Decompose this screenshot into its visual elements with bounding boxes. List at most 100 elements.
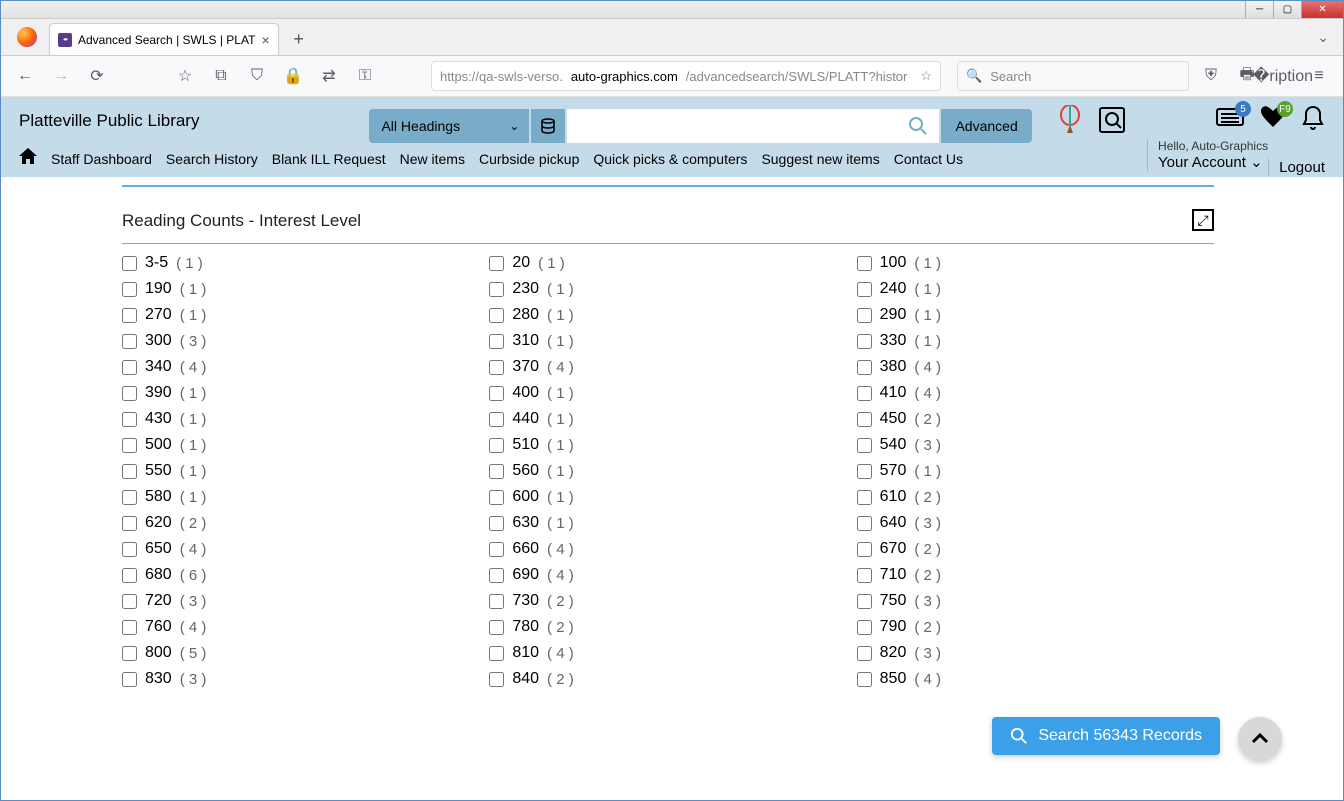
facet-item[interactable]: 270( 1 ) bbox=[122, 302, 479, 328]
facet-checkbox[interactable] bbox=[489, 516, 504, 531]
browser-tab[interactable]: Advanced Search | SWLS | PLAT × bbox=[49, 23, 279, 55]
facet-checkbox[interactable] bbox=[122, 412, 137, 427]
facet-checkbox[interactable] bbox=[489, 256, 504, 271]
pocket-icon[interactable]: ⛨ bbox=[1197, 62, 1225, 90]
browser-search-box[interactable]: 🔍 Search bbox=[957, 61, 1189, 91]
facet-item[interactable]: 630( 1 ) bbox=[489, 510, 846, 536]
facet-checkbox[interactable] bbox=[857, 282, 872, 297]
facet-item[interactable]: 550( 1 ) bbox=[122, 458, 479, 484]
facet-checkbox[interactable] bbox=[122, 334, 137, 349]
library-icon[interactable]: ⧉ bbox=[207, 62, 235, 90]
facet-item[interactable]: 290( 1 ) bbox=[857, 302, 1214, 328]
facet-item[interactable]: 670( 2 ) bbox=[857, 536, 1214, 562]
facet-checkbox[interactable] bbox=[489, 620, 504, 635]
database-icon-button[interactable] bbox=[531, 109, 565, 143]
facet-checkbox[interactable] bbox=[857, 256, 872, 271]
facet-checkbox[interactable] bbox=[122, 516, 137, 531]
facet-item[interactable]: 280( 1 ) bbox=[489, 302, 846, 328]
lock-icon[interactable]: 🔒 bbox=[279, 62, 307, 90]
new-tab-button[interactable]: + bbox=[285, 25, 313, 53]
facet-item[interactable]: 750( 3 ) bbox=[857, 588, 1214, 614]
facet-checkbox[interactable] bbox=[489, 282, 504, 297]
facet-item[interactable]: 580( 1 ) bbox=[122, 484, 479, 510]
nav-forward-button[interactable]: → bbox=[47, 62, 75, 90]
facet-checkbox[interactable] bbox=[857, 334, 872, 349]
facet-checkbox[interactable] bbox=[122, 542, 137, 557]
facet-checkbox[interactable] bbox=[489, 412, 504, 427]
facet-item[interactable]: 330( 1 ) bbox=[857, 328, 1214, 354]
facet-item[interactable]: 720( 3 ) bbox=[122, 588, 479, 614]
window-close-button[interactable]: ✕ bbox=[1301, 1, 1343, 18]
facet-item[interactable]: 660( 4 ) bbox=[489, 536, 846, 562]
menu-curbside[interactable]: Curbside pickup bbox=[479, 151, 579, 167]
menu-suggest[interactable]: Suggest new items bbox=[761, 151, 879, 167]
facet-checkbox[interactable] bbox=[489, 490, 504, 505]
facet-item[interactable]: 680( 6 ) bbox=[122, 562, 479, 588]
facet-item[interactable]: 650( 4 ) bbox=[122, 536, 479, 562]
facet-item[interactable]: 690( 4 ) bbox=[489, 562, 846, 588]
facet-item[interactable]: 850( 4 ) bbox=[857, 666, 1214, 692]
facet-checkbox[interactable] bbox=[489, 308, 504, 323]
menu-staff-dashboard[interactable]: Staff Dashboard bbox=[51, 151, 152, 167]
facet-item[interactable]: 620( 2 ) bbox=[122, 510, 479, 536]
facet-checkbox[interactable] bbox=[857, 308, 872, 323]
menu-search-history[interactable]: Search History bbox=[166, 151, 258, 167]
facet-checkbox[interactable] bbox=[857, 516, 872, 531]
menu-new-items[interactable]: New items bbox=[400, 151, 465, 167]
facet-item[interactable]: 20( 1 ) bbox=[489, 250, 846, 276]
facet-checkbox[interactable] bbox=[122, 360, 137, 375]
facet-item[interactable]: 240( 1 ) bbox=[857, 276, 1214, 302]
your-account-dropdown[interactable]: Your Account ⌄ bbox=[1158, 153, 1268, 171]
facet-checkbox[interactable] bbox=[489, 542, 504, 557]
facet-item[interactable]: 300( 3 ) bbox=[122, 328, 479, 354]
url-bookmark-icon[interactable]: ☆ bbox=[920, 68, 932, 84]
facet-checkbox[interactable] bbox=[857, 360, 872, 375]
facet-item[interactable]: 640( 3 ) bbox=[857, 510, 1214, 536]
facet-item[interactable]: 840( 2 ) bbox=[489, 666, 846, 692]
extension-icon[interactable]: �ription bbox=[1269, 62, 1297, 90]
facet-item[interactable]: 440( 1 ) bbox=[489, 406, 846, 432]
facet-item[interactable]: 190( 1 ) bbox=[122, 276, 479, 302]
facet-item[interactable]: 830( 3 ) bbox=[122, 666, 479, 692]
facet-checkbox[interactable] bbox=[122, 490, 137, 505]
facet-item[interactable]: 400( 1 ) bbox=[489, 380, 846, 406]
facet-checkbox[interactable] bbox=[122, 568, 137, 583]
facet-checkbox[interactable] bbox=[489, 568, 504, 583]
facet-item[interactable]: 230( 1 ) bbox=[489, 276, 846, 302]
shield-icon[interactable]: ⛉ bbox=[243, 62, 271, 90]
nav-back-button[interactable]: ← bbox=[11, 62, 39, 90]
facet-checkbox[interactable] bbox=[489, 386, 504, 401]
content-scroll[interactable]: Reading Counts - Interest Level ⤢ 3-5( 1… bbox=[1, 177, 1343, 800]
facet-item[interactable]: 450( 2 ) bbox=[857, 406, 1214, 432]
facet-checkbox[interactable] bbox=[122, 256, 137, 271]
facet-item[interactable]: 730( 2 ) bbox=[489, 588, 846, 614]
facet-checkbox[interactable] bbox=[489, 360, 504, 375]
balloon-icon[interactable] bbox=[1057, 105, 1083, 135]
bookmark-star-icon[interactable]: ☆ bbox=[171, 62, 199, 90]
facet-item[interactable]: 430( 1 ) bbox=[122, 406, 479, 432]
facet-item[interactable]: 820( 3 ) bbox=[857, 640, 1214, 666]
facet-checkbox[interactable] bbox=[857, 646, 872, 661]
tab-list-dropdown-button[interactable]: ⌄ bbox=[1317, 29, 1329, 46]
tab-close-button[interactable]: × bbox=[261, 32, 269, 48]
facet-checkbox[interactable] bbox=[122, 438, 137, 453]
facet-checkbox[interactable] bbox=[122, 386, 137, 401]
facet-checkbox[interactable] bbox=[489, 334, 504, 349]
permissions-icon[interactable]: ⇄ bbox=[315, 62, 343, 90]
search-records-button[interactable]: Search 56343 Records bbox=[992, 717, 1220, 755]
facet-item[interactable]: 600( 1 ) bbox=[489, 484, 846, 510]
logout-link[interactable]: Logout bbox=[1268, 159, 1325, 176]
facet-item[interactable]: 710( 2 ) bbox=[857, 562, 1214, 588]
facet-item[interactable]: 790( 2 ) bbox=[857, 614, 1214, 640]
facet-item[interactable]: 760( 4 ) bbox=[122, 614, 479, 640]
facet-checkbox[interactable] bbox=[857, 542, 872, 557]
facet-checkbox[interactable] bbox=[122, 646, 137, 661]
facet-checkbox[interactable] bbox=[489, 438, 504, 453]
window-maximize-button[interactable]: ▢ bbox=[1273, 1, 1301, 18]
facet-item[interactable]: 540( 3 ) bbox=[857, 432, 1214, 458]
facet-checkbox[interactable] bbox=[122, 282, 137, 297]
facet-checkbox[interactable] bbox=[857, 594, 872, 609]
menu-blank-ill[interactable]: Blank ILL Request bbox=[272, 151, 386, 167]
facet-checkbox[interactable] bbox=[489, 646, 504, 661]
notifications-icon[interactable] bbox=[1301, 105, 1325, 131]
